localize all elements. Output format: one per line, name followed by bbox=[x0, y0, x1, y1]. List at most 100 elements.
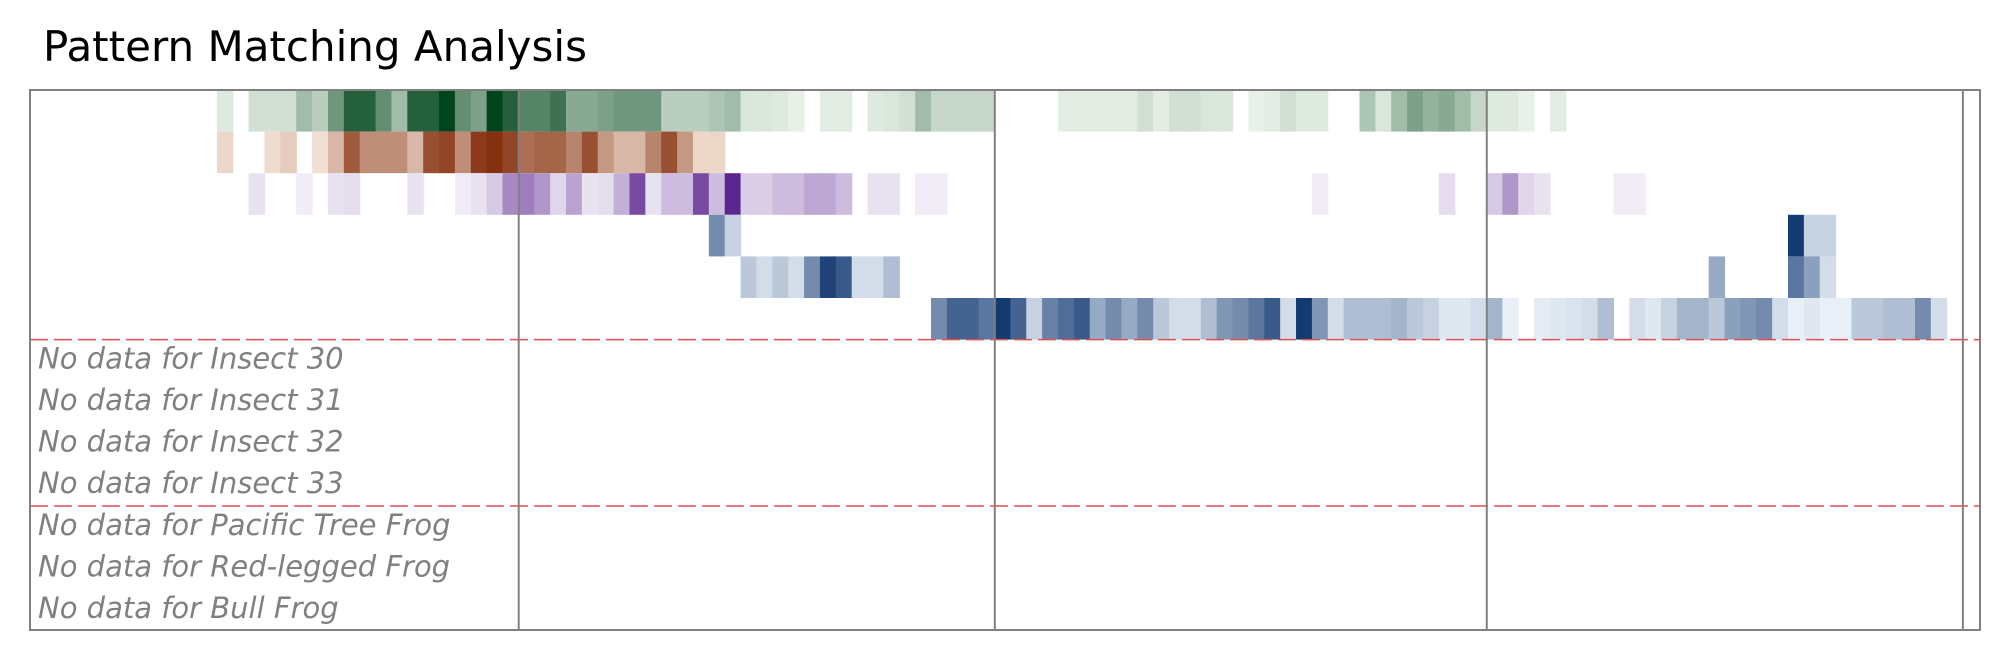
heatmap-cell bbox=[375, 131, 393, 174]
heatmap-cell bbox=[819, 173, 837, 215]
heatmap-cell bbox=[1645, 298, 1662, 340]
heatmap-cell bbox=[724, 173, 742, 215]
heatmap-cell bbox=[1296, 298, 1313, 340]
heatmap-cell bbox=[661, 90, 678, 132]
heatmap-cell bbox=[867, 173, 885, 215]
heatmap-cell bbox=[1311, 90, 1329, 132]
heatmap-cell bbox=[931, 90, 948, 132]
heatmap-cell bbox=[216, 90, 234, 132]
heatmap-cell bbox=[613, 90, 631, 132]
heatmap-cell bbox=[1359, 298, 1376, 340]
heatmap-cell bbox=[1407, 90, 1424, 132]
heatmap-cell bbox=[1105, 90, 1123, 132]
no-data-label: No data for Pacific Tree Frog bbox=[38, 508, 451, 542]
heatmap-cell bbox=[1518, 90, 1535, 132]
heatmap-cell bbox=[1883, 298, 1900, 340]
heatmap-cell bbox=[486, 131, 504, 174]
no-data-label: No data for Insect 30 bbox=[38, 341, 344, 375]
heatmap-cell bbox=[883, 90, 900, 132]
heatmap-cell bbox=[629, 131, 646, 174]
heatmap-cell bbox=[1391, 90, 1408, 132]
heatmap-cell bbox=[312, 131, 329, 174]
heatmap-cell bbox=[931, 173, 948, 215]
no-data-labels: No data for Insect 30 No data for Insect … bbox=[38, 341, 451, 625]
heatmap-cell bbox=[1819, 256, 1837, 298]
heatmap-cell bbox=[1486, 298, 1503, 340]
heatmap-cell bbox=[1788, 256, 1805, 298]
heatmap-cell bbox=[946, 298, 964, 340]
heatmap-cell bbox=[470, 90, 488, 132]
no-data-label: No data for Insect 33 bbox=[38, 466, 344, 500]
heatmap-cell bbox=[1422, 90, 1440, 132]
heatmap-cell bbox=[1502, 90, 1519, 132]
heatmap-cell bbox=[613, 173, 631, 215]
heatmap-cell bbox=[1184, 298, 1202, 340]
heatmap-cell bbox=[327, 131, 345, 174]
heatmap-cell bbox=[248, 173, 266, 215]
heatmap-cell bbox=[1788, 298, 1805, 340]
heatmap-cell bbox=[883, 173, 900, 215]
heatmap-cell bbox=[708, 173, 726, 215]
heatmap-cell bbox=[1565, 298, 1583, 340]
heatmap-cell bbox=[391, 131, 408, 174]
heatmap-cell bbox=[1930, 298, 1948, 340]
heatmap-cell bbox=[661, 173, 678, 215]
heatmap-cell bbox=[1597, 298, 1615, 340]
heatmap-cell bbox=[788, 90, 805, 132]
heatmap-cell bbox=[1438, 298, 1456, 340]
heatmap-cell bbox=[566, 173, 583, 215]
heatmap-cell bbox=[597, 90, 615, 132]
heatmap-cell bbox=[692, 173, 710, 215]
heatmap-cell bbox=[740, 173, 758, 215]
heatmap-cell bbox=[439, 90, 456, 132]
heatmap-cell bbox=[454, 90, 472, 132]
heatmap-cell bbox=[1803, 298, 1821, 340]
heatmap-cell bbox=[1581, 298, 1599, 340]
heatmap-cell bbox=[1549, 90, 1567, 132]
chart-title: Pattern Matching Analysis bbox=[43, 22, 587, 71]
heatmap-cell bbox=[407, 131, 424, 174]
heatmap-cell bbox=[597, 131, 615, 174]
heatmap-cell bbox=[756, 90, 773, 132]
heatmap-cell bbox=[1851, 298, 1868, 340]
heatmap-cell bbox=[1803, 256, 1821, 298]
heatmap-cell bbox=[1803, 214, 1821, 257]
heatmap-cell bbox=[423, 90, 440, 132]
heatmap-cell bbox=[1470, 298, 1488, 340]
heatmap-cell bbox=[962, 90, 980, 132]
no-data-label: No data for Bull Frog bbox=[38, 591, 339, 625]
heatmap-cell bbox=[1311, 173, 1329, 215]
heatmap-cell bbox=[962, 298, 980, 340]
heatmap-cell bbox=[1153, 298, 1170, 340]
heatmap-cell bbox=[486, 90, 504, 132]
heatmap-cell bbox=[486, 173, 504, 215]
heatmap-cell bbox=[581, 173, 599, 215]
heatmap-cell bbox=[1454, 90, 1472, 132]
heatmap-cell bbox=[1502, 298, 1519, 340]
heatmap-cell bbox=[772, 256, 789, 298]
heatmap-cell bbox=[1232, 298, 1250, 340]
heatmap-cell bbox=[1327, 298, 1345, 340]
heatmap-cell bbox=[1010, 298, 1027, 340]
heatmap-cell bbox=[677, 173, 694, 215]
heatmap-cell bbox=[566, 90, 583, 132]
heatmap-cell bbox=[1184, 90, 1202, 132]
heatmap-cell bbox=[1518, 173, 1535, 215]
heatmap-cell bbox=[883, 256, 900, 298]
heatmap-cell bbox=[724, 90, 742, 132]
heatmap-cell bbox=[1200, 90, 1218, 132]
heatmap-cell bbox=[692, 90, 710, 132]
heatmap-cell bbox=[835, 90, 853, 132]
heatmap-cell bbox=[661, 131, 678, 174]
heatmap-cell bbox=[1914, 298, 1932, 340]
heatmap-cell bbox=[645, 173, 662, 215]
heatmap-cell bbox=[978, 90, 996, 132]
heatmap-cell bbox=[1756, 298, 1773, 340]
heatmap-cell bbox=[1026, 298, 1043, 340]
heatmap-cell bbox=[1057, 298, 1075, 340]
heatmap-cell bbox=[1137, 90, 1154, 132]
heatmap-cell bbox=[994, 298, 1011, 340]
heatmap-cell bbox=[375, 90, 393, 132]
heatmap-cell bbox=[454, 173, 472, 215]
